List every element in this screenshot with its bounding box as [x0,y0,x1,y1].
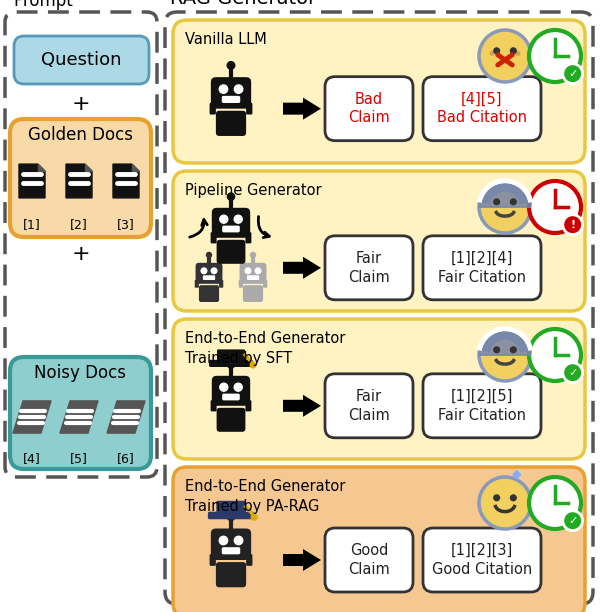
Text: Fair
Claim: Fair Claim [348,389,390,423]
Text: [5]: [5] [70,452,88,466]
FancyBboxPatch shape [195,280,199,288]
Text: Good
Claim: Good Claim [348,543,390,577]
Circle shape [255,268,261,274]
Circle shape [227,513,235,521]
Polygon shape [283,549,321,571]
FancyBboxPatch shape [165,12,593,604]
Circle shape [479,30,531,82]
Circle shape [250,252,256,258]
Text: [3]: [3] [117,218,135,231]
Circle shape [234,215,242,223]
Text: End-to-End Generator
Trained by PA-RAG: End-to-End Generator Trained by PA-RAG [185,479,346,514]
Circle shape [219,536,227,545]
Text: ✓: ✓ [568,368,577,378]
Text: Prompt: Prompt [13,0,73,10]
Text: Noisy Docs: Noisy Docs [35,364,127,382]
Circle shape [211,268,217,274]
Text: Vanilla LLM: Vanilla LLM [185,32,267,47]
Circle shape [227,193,235,200]
Circle shape [201,268,207,274]
Text: Fair
Claim: Fair Claim [348,251,390,285]
Circle shape [234,383,242,391]
Text: Golden Docs: Golden Docs [28,126,133,144]
FancyBboxPatch shape [212,208,250,238]
Circle shape [511,48,516,54]
FancyBboxPatch shape [212,376,250,406]
FancyBboxPatch shape [209,103,216,114]
FancyBboxPatch shape [219,280,223,288]
FancyBboxPatch shape [217,501,246,512]
Polygon shape [113,164,139,198]
FancyBboxPatch shape [423,76,541,141]
FancyBboxPatch shape [211,529,251,560]
Text: [2]: [2] [70,218,88,231]
Circle shape [250,362,256,368]
FancyBboxPatch shape [217,349,245,360]
Polygon shape [66,164,92,198]
FancyBboxPatch shape [217,240,245,264]
FancyBboxPatch shape [245,400,251,411]
FancyBboxPatch shape [216,562,246,588]
FancyBboxPatch shape [325,528,413,592]
Text: [6]: [6] [117,452,135,466]
Circle shape [529,329,581,381]
FancyBboxPatch shape [211,232,217,244]
Polygon shape [132,164,139,171]
FancyBboxPatch shape [325,236,413,300]
Circle shape [563,215,583,234]
Circle shape [219,85,227,94]
Circle shape [494,199,500,204]
FancyBboxPatch shape [247,275,259,280]
FancyBboxPatch shape [245,232,251,244]
Polygon shape [19,164,45,198]
Polygon shape [283,98,321,120]
Text: [1]: [1] [23,218,41,231]
FancyBboxPatch shape [10,357,151,469]
Circle shape [220,383,228,391]
FancyBboxPatch shape [173,467,585,612]
Circle shape [206,252,212,258]
FancyBboxPatch shape [209,554,216,566]
Polygon shape [38,164,45,171]
FancyBboxPatch shape [173,171,585,311]
FancyBboxPatch shape [211,77,251,109]
FancyBboxPatch shape [243,285,263,302]
FancyBboxPatch shape [325,374,413,438]
Text: End-to-End Generator
Trained by SFT: End-to-End Generator Trained by SFT [185,331,346,366]
Polygon shape [479,329,531,355]
Circle shape [516,51,520,55]
Text: !: ! [570,220,575,230]
Text: [1][2][5]
Fair Citation: [1][2][5] Fair Citation [438,389,526,423]
Text: [1][2][3]
Good Citation: [1][2][3] Good Citation [432,543,532,577]
Circle shape [494,48,500,54]
Polygon shape [107,401,145,433]
Circle shape [479,181,531,233]
FancyBboxPatch shape [209,360,253,367]
Text: [4]: [4] [23,452,41,466]
Circle shape [563,363,583,382]
FancyBboxPatch shape [222,394,240,400]
FancyBboxPatch shape [14,36,149,84]
Circle shape [235,85,243,94]
Circle shape [511,495,516,501]
Text: [1][2][4]
Fair Citation: [1][2][4] Fair Citation [438,251,526,285]
FancyBboxPatch shape [208,512,254,519]
Text: RAG Generator: RAG Generator [170,0,316,8]
FancyBboxPatch shape [10,119,151,237]
FancyBboxPatch shape [222,96,240,103]
FancyBboxPatch shape [199,285,219,302]
FancyBboxPatch shape [173,319,585,459]
Circle shape [227,62,235,69]
Circle shape [490,51,494,55]
Circle shape [479,477,531,529]
FancyBboxPatch shape [211,400,217,411]
Text: ✓: ✓ [568,516,577,526]
Circle shape [479,329,531,381]
Text: Bad
Claim: Bad Claim [348,92,390,125]
Polygon shape [85,164,92,171]
Circle shape [511,347,516,353]
Polygon shape [283,395,321,417]
FancyBboxPatch shape [325,76,413,141]
FancyBboxPatch shape [173,20,585,163]
Circle shape [511,199,516,204]
